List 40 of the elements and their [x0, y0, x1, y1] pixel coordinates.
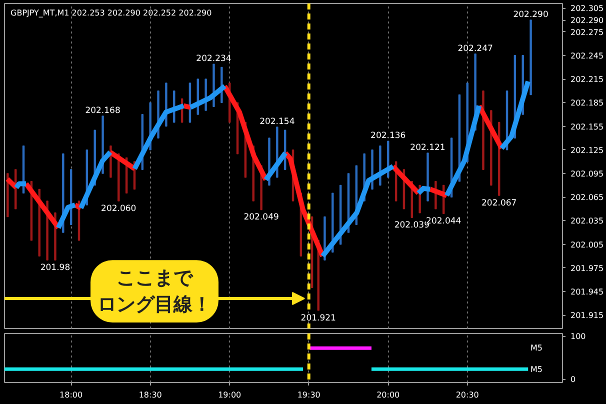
y-tick-label: 201.945	[570, 288, 604, 297]
y-tick-label: 202.065	[570, 193, 604, 202]
annotation: M5	[530, 364, 542, 374]
y-tick-label: 202.290	[570, 16, 604, 26]
y-tick-label: 201.975	[570, 264, 604, 273]
x-tick-label: 20:00	[376, 390, 400, 400]
annotation: 202.039	[394, 220, 430, 231]
annotation: 202.290	[513, 10, 548, 20]
text: GBPJPY_MT,M1 202.253 202.290 202.252 202.290	[10, 8, 212, 18]
y-tick-label: 202.215	[570, 75, 604, 84]
annotation: 202.247	[458, 44, 493, 54]
y-tick-label: 202.305	[570, 4, 604, 14]
y-tick-label: 201.915	[570, 311, 604, 320]
annotation: 202.121	[410, 143, 446, 154]
annotation: 202.049	[244, 212, 279, 223]
y-tick-label: 202.035	[570, 216, 604, 226]
annotation: 201.98	[40, 263, 70, 274]
y-tick-label: 202.185	[570, 98, 604, 108]
y-tick-label: 202.125	[570, 146, 604, 155]
x-tick-label: 19:30	[297, 390, 320, 400]
annotation: 202.136	[370, 131, 406, 142]
annotation: 201.921	[300, 313, 336, 324]
y-tick-label: 100	[570, 332, 586, 342]
y-tick-label: 202.275	[570, 28, 604, 37]
y-tick-label: 202.155	[570, 122, 604, 132]
x-tick-label: 18:00	[60, 390, 83, 400]
annotation: ここまでロング目線！	[98, 267, 212, 316]
y-tick-label: 202.245	[570, 51, 604, 60]
x-tick-label: 20:30	[456, 390, 479, 400]
annotation: 202.060	[101, 204, 136, 214]
x-tick-label: 18:30	[138, 390, 162, 400]
annotation: 202.234	[196, 54, 232, 64]
annotation: 202.067	[482, 198, 517, 209]
x-tick-label: 19:00	[218, 390, 242, 400]
y-tick-label: 0	[570, 375, 576, 384]
y-tick-label: 202.005	[570, 240, 604, 250]
annotation: 202.168	[85, 106, 120, 116]
annotation: M5	[530, 344, 542, 353]
annotation: 202.154	[260, 117, 295, 128]
y-tick-label: 202.095	[570, 169, 604, 178]
